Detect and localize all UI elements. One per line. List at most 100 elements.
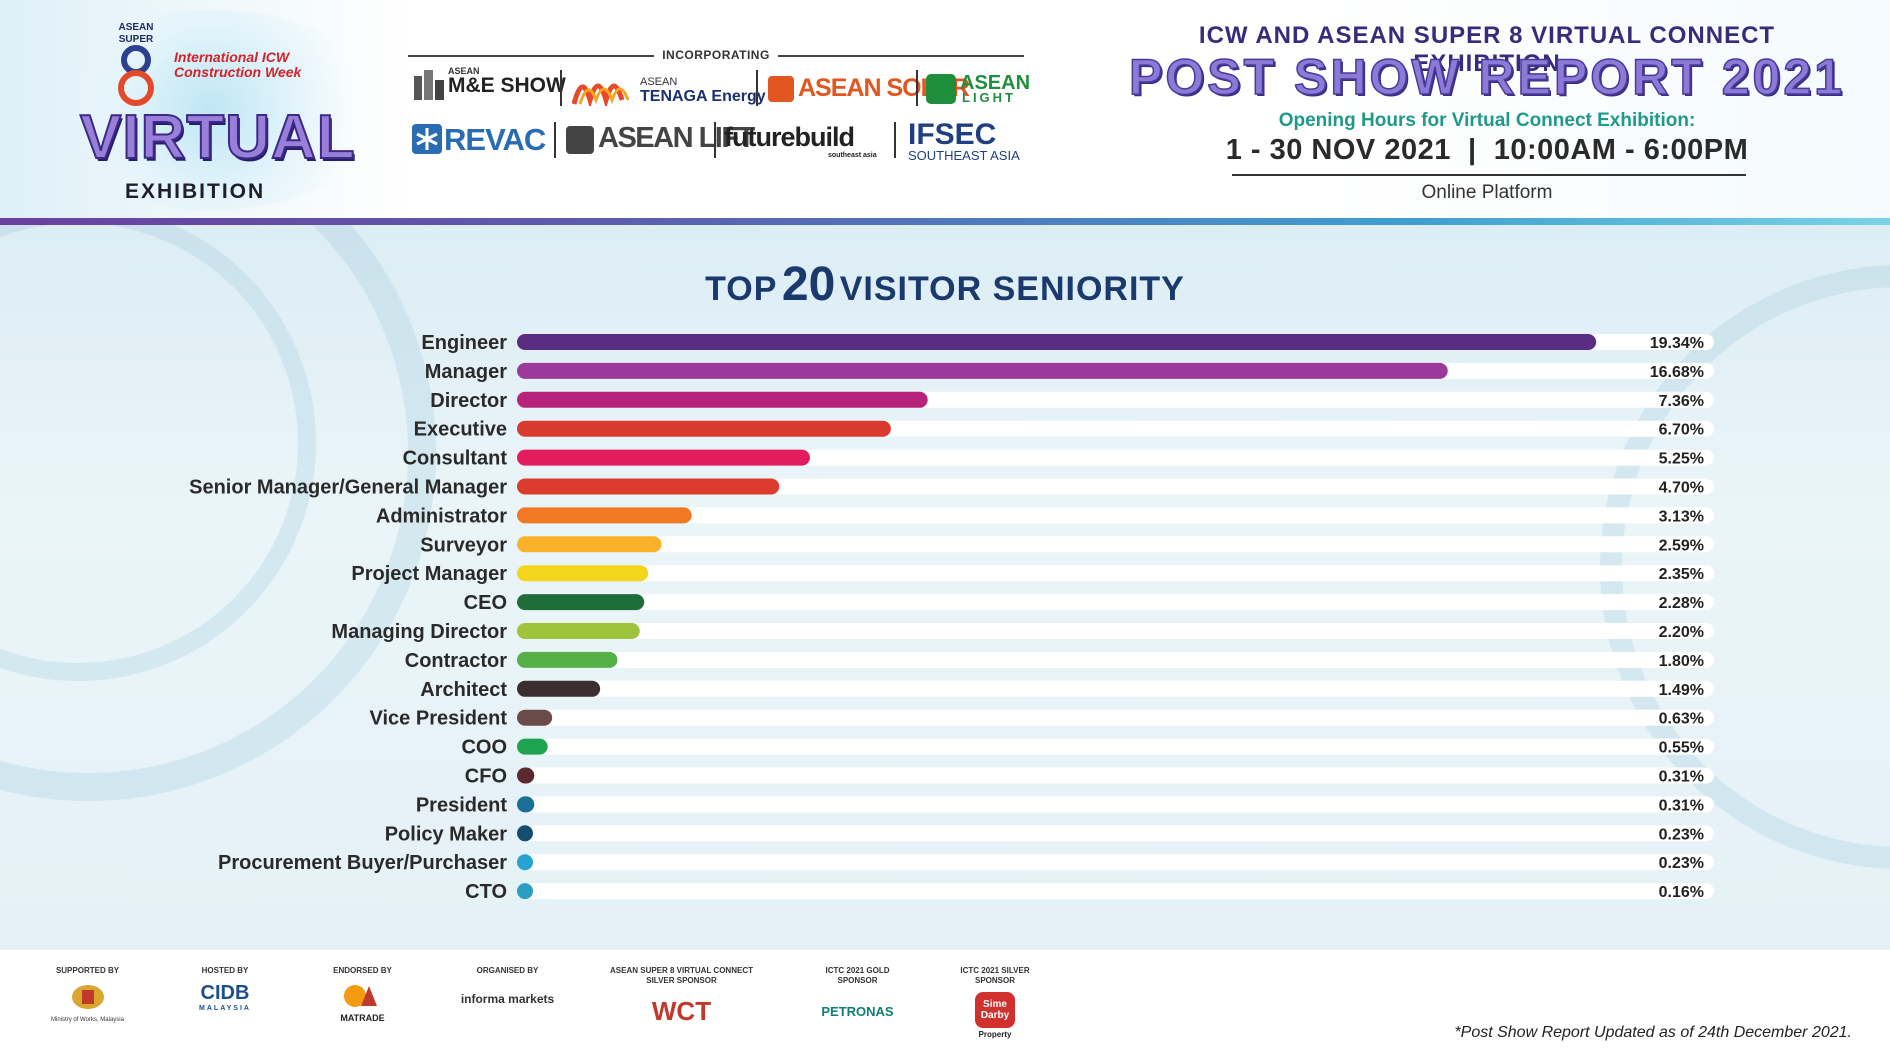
bar-track [517, 565, 1714, 582]
seniority-bar-chart: Engineer 19.34% Manager 16.68% Director 7.36%… [189, 332, 1714, 903]
brand-separator [894, 122, 896, 158]
category-label: President [416, 794, 507, 816]
chart-panel: TOP 20 VISITOR SENIORITY Engineer 19.34% M… [0, 225, 1890, 950]
bar-track [517, 883, 1714, 900]
header-banner: ASEAN SUPER International ICW Constructi… [0, 0, 1890, 218]
sponsor-silver-asean: ASEAN SUPER 8 VIRTUAL CONNECT SILVER SPO… [604, 966, 759, 1027]
category-label: Manager [425, 361, 507, 383]
value-label: 0.31% [1659, 797, 1704, 814]
brand-separator [916, 70, 918, 106]
sponsor-label: ICTC 2021 SILVER SPONSOR [960, 966, 1030, 985]
chart-title-suffix: VISITOR SENIORITY [839, 270, 1185, 308]
value-label: 16.68% [1650, 364, 1704, 381]
brand-separator [756, 70, 758, 106]
sponsor-label: ORGANISED BY [476, 966, 539, 975]
incorporating-label: INCORPORATING [654, 48, 778, 62]
sponsor-supported-by: SUPPORTED BY Ministry of Works, Malaysia [40, 966, 135, 1023]
value-label: 0.23% [1659, 855, 1704, 872]
sponsor-gold-ictc: ICTC 2021 GOLD SPONSOR PETRONAS [805, 966, 910, 1019]
logo-background-ring [30, 10, 390, 210]
brand-separator [560, 70, 562, 106]
value-label: 6.70% [1659, 422, 1704, 439]
bar-contractor [517, 651, 618, 668]
bar-architect [517, 680, 601, 697]
bar-surveyor [517, 536, 662, 553]
brand-separator [554, 122, 556, 158]
ifsec-logo: IFSEC [908, 118, 997, 151]
bar-executive [517, 420, 891, 437]
category-label: Director [430, 390, 507, 412]
bar-track [517, 767, 1714, 784]
futurebuild-sub: southeast asia [828, 152, 877, 159]
logo-asean-super-text: ASEAN SUPER [118, 22, 154, 45]
wct-logo: WCT [651, 996, 712, 1026]
logo-virtual-word: VIRTUAL [79, 102, 356, 173]
bar-ceo [517, 594, 645, 611]
bar-track [517, 507, 1714, 524]
event-title: ICW AND ASEAN SUPER 8 VIRTUAL CONNECT EX… [1198, 22, 1776, 77]
value-label: 5.25% [1659, 451, 1704, 468]
ministry-name: Ministry of Works, Malaysia [51, 1017, 124, 1023]
bar-cto [517, 883, 533, 900]
value-label: 1.80% [1659, 653, 1704, 670]
category-label: Procurement Buyer/Purchaser [218, 852, 507, 874]
category-label: Senior Manager/General Manager [189, 477, 507, 499]
bar-administrator [517, 507, 692, 524]
bar-vice-president [517, 709, 553, 726]
sime-darby-sub: Property [978, 1030, 1012, 1039]
platform-label: Online Platform [1421, 182, 1553, 203]
cidb-sub: MALAYSIA [199, 1005, 251, 1012]
bar-track [517, 796, 1714, 813]
value-label: 0.23% [1659, 826, 1704, 843]
bar-policy-maker [517, 825, 533, 842]
sime-darby-logo: Sime Darby [975, 992, 1015, 1028]
value-label: 4.70% [1659, 480, 1704, 497]
bar-senior-manager-general-manager [517, 478, 780, 495]
bar-track [517, 651, 1714, 668]
tenaga-wave-icon [572, 83, 630, 106]
category-label: Managing Director [331, 621, 507, 643]
bar-track [517, 536, 1714, 553]
bar-coo [517, 738, 548, 755]
bar-cfo [517, 767, 535, 784]
bar-director [517, 391, 928, 408]
value-label: 3.13% [1659, 508, 1704, 525]
category-label: Architect [420, 679, 507, 701]
sponsor-hosted-by: HOSTED BY CIDB MALAYSIA [170, 966, 280, 1012]
asean-light-sub: LIGHT [962, 90, 1016, 105]
sponsor-label: ASEAN SUPER 8 VIRTUAL CONNECT SILVER SPO… [610, 966, 753, 985]
bar-consultant [517, 449, 810, 466]
value-label: 7.36% [1659, 393, 1704, 410]
revac-logo: REVAC [444, 122, 546, 157]
category-label: Consultant [403, 448, 508, 470]
sponsor-label: HOSTED BY [201, 966, 249, 975]
value-label: 0.63% [1659, 711, 1704, 728]
opening-hours-value: 1 - 30 NOV 2021 | 10:00AM - 6:00PM [1225, 134, 1749, 166]
bar-managing-director [517, 623, 640, 639]
virtual-exhibition-logo: ASEAN SUPER International ICW Constructi… [30, 10, 390, 210]
bar-procurement-buyer-purchaser [517, 854, 533, 871]
category-label: CFO [465, 766, 507, 788]
asean-solar-icon [768, 76, 794, 102]
me-show-logo: M&E SHOW [448, 74, 566, 97]
incorporating-brands: INCORPORATING ASEAN M&E SHOW ASEAN TENAG… [408, 46, 1030, 166]
report-title: POST SHOW REPORT 2021 [1128, 48, 1845, 106]
bar-track [517, 825, 1714, 842]
bar-track [517, 709, 1714, 726]
bar-track [517, 594, 1714, 611]
category-label: Policy Maker [385, 823, 508, 845]
bar-manager [517, 362, 1448, 379]
sponsor-footer: SUPPORTED BY Ministry of Works, Malaysia… [0, 950, 1890, 1063]
bar-track [517, 738, 1714, 755]
asean-lift-logo: ASEAN LIFT [598, 122, 755, 154]
category-label: Surveyor [420, 534, 507, 556]
matrade-icon [343, 985, 377, 1007]
sponsor-endorsed-by: ENDORSED BY MATRADE [315, 966, 410, 1023]
sponsor-silver-ictc: ICTC 2021 SILVER SPONSOR Sime Darby Prop… [945, 966, 1045, 1039]
sponsor-label: SUPPORTED BY [55, 966, 120, 975]
informa-markets-logo: informa markets [460, 992, 555, 1006]
me-show-asean-label: ASEAN [448, 66, 480, 76]
revac-snowflake-icon [412, 124, 442, 154]
sponsor-organised-by: ORGANISED BY informa markets [450, 966, 565, 1006]
value-label: 19.34% [1650, 335, 1704, 352]
